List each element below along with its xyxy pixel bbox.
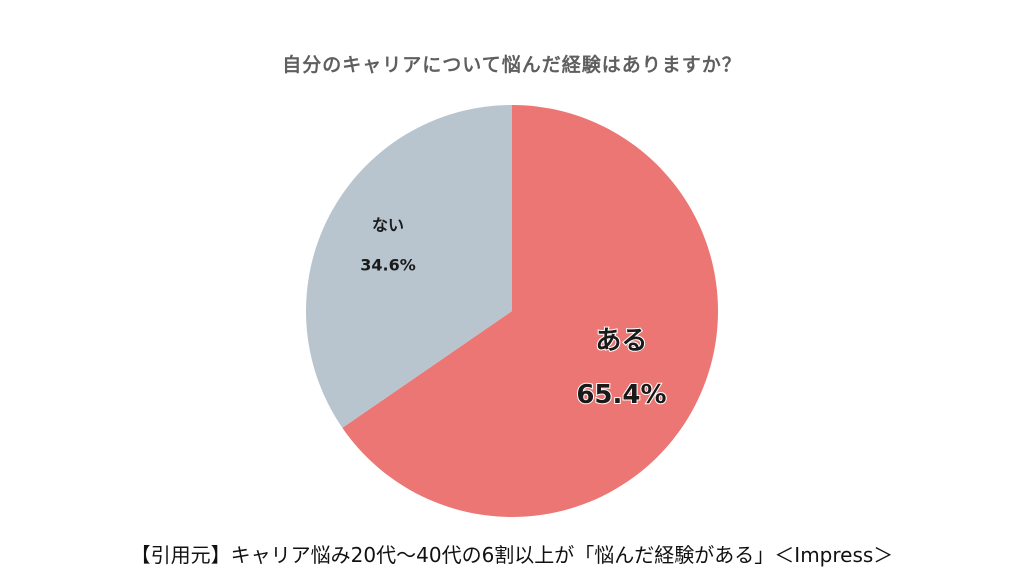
pie-labels: ある 65.4% ない 34.6% xyxy=(360,215,667,411)
slice-name-label: ない xyxy=(372,215,404,234)
slice-value-label: 34.6% xyxy=(360,255,416,274)
slice-name-label: ある xyxy=(595,326,647,356)
pie-slices xyxy=(306,105,719,517)
slice-value-label: 65.4% xyxy=(576,380,666,410)
pie-slice-nai xyxy=(306,105,512,428)
pie-slice-aru xyxy=(342,105,719,517)
chart-title: 自分のキャリアについて悩んだ経験はありますか？ xyxy=(282,54,742,76)
source-caption: 【引用元】キャリア悩み20代〜40代の6割以上が「悩んだ経験がある」＜Impre… xyxy=(130,543,894,567)
